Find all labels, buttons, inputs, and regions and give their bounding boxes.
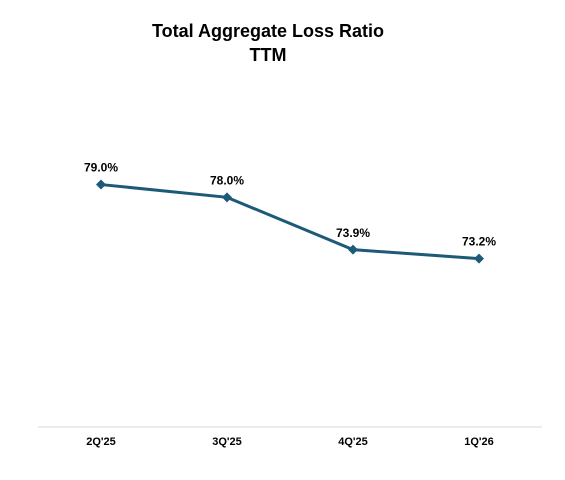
x-tick-label: 1Q'26 xyxy=(464,436,494,448)
data-label: 79.0% xyxy=(84,161,118,175)
x-tick-label: 3Q'25 xyxy=(212,436,242,448)
marker xyxy=(348,244,358,255)
data-label: 73.9% xyxy=(336,226,370,240)
line xyxy=(100,183,480,261)
chart-title: Total Aggregate Loss Ratio xyxy=(152,21,384,41)
marker xyxy=(222,192,232,203)
marker xyxy=(96,179,106,190)
data-label: 78.0% xyxy=(210,173,244,187)
x-tick-label: 4Q'25 xyxy=(338,436,368,448)
x-tick-label: 2Q'25 xyxy=(86,436,116,448)
marker xyxy=(474,253,484,264)
chart-subtitle: TTM xyxy=(250,45,287,65)
data-label: 73.2% xyxy=(462,235,496,249)
